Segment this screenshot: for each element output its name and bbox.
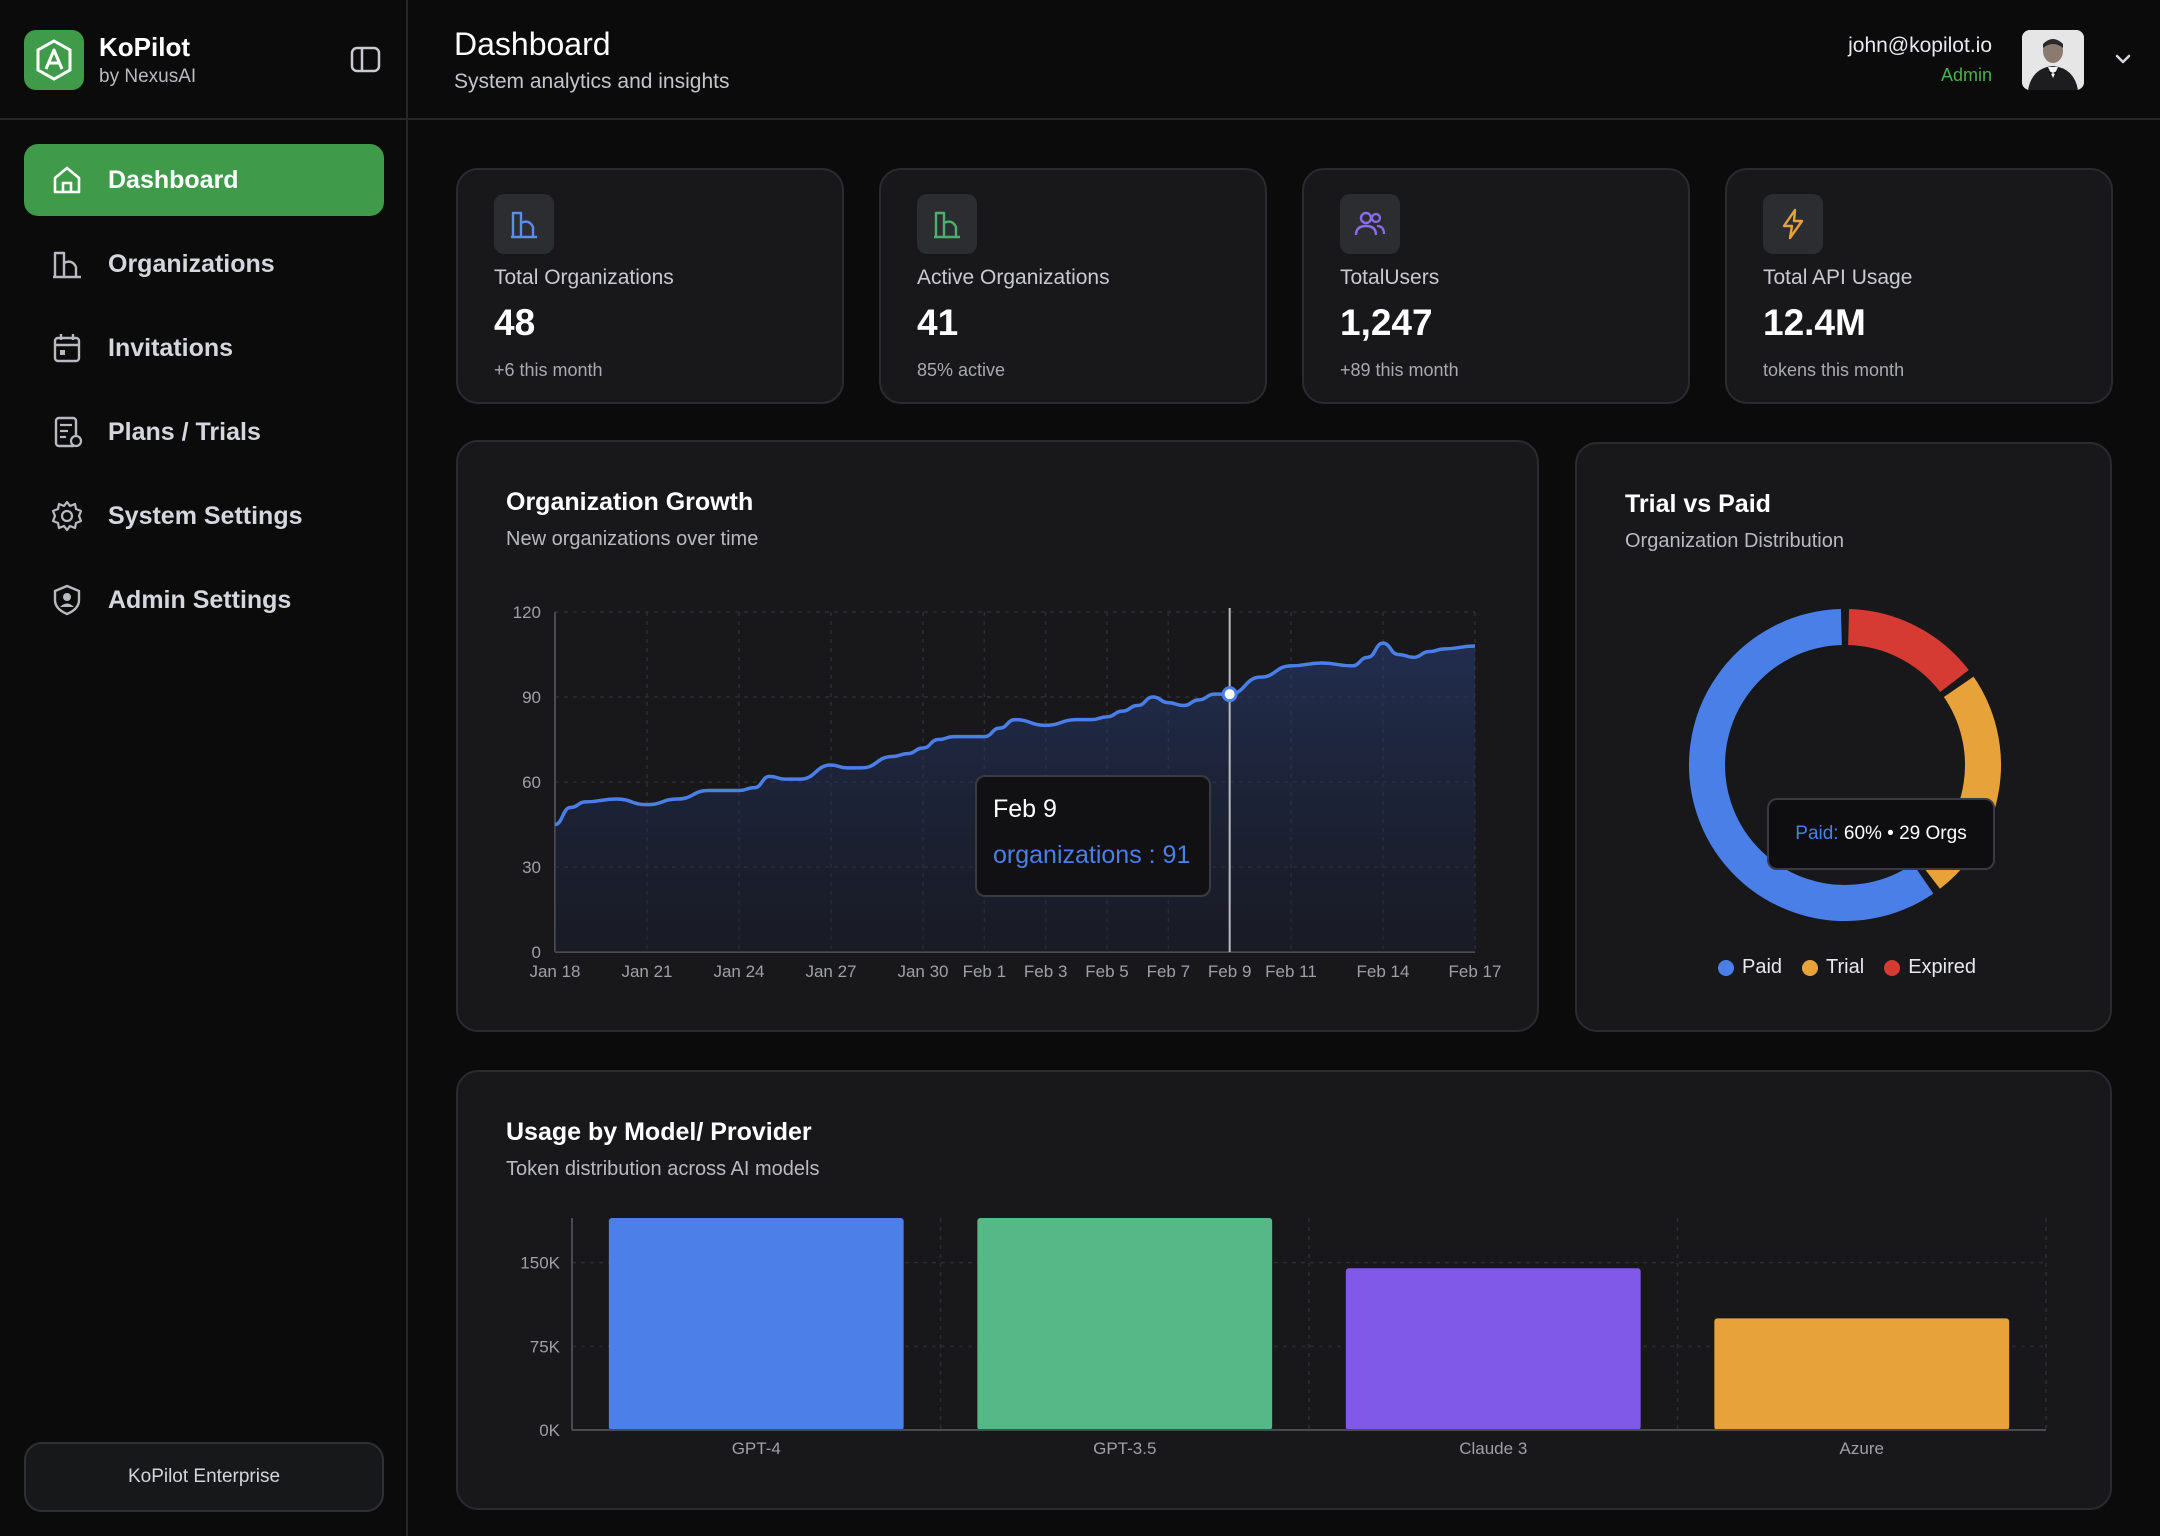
stat-label: Total API Usage bbox=[1763, 266, 1913, 289]
chart-tooltip: Feb 9 organizations : 91 bbox=[975, 775, 1211, 897]
sidebar-item-label: Organizations bbox=[108, 249, 275, 278]
sidebar-item-label: Plans / Trials bbox=[108, 417, 261, 446]
legend-dot bbox=[1718, 959, 1734, 976]
donut-slice-expired bbox=[1847, 609, 1969, 693]
stat-label: TotalUsers bbox=[1340, 266, 1440, 289]
stat-note: +89 this month bbox=[1340, 360, 1459, 380]
sidebar-item-system-settings[interactable]: System Settings bbox=[24, 480, 384, 552]
brand-header: KoPilot by NexusAI bbox=[0, 0, 406, 120]
stat-card-total-users: TotalUsers 1,247 +89 this month bbox=[1302, 168, 1690, 404]
trial-vs-paid-donut-chart[interactable] bbox=[1680, 600, 2010, 930]
panel-title: Organization Growth bbox=[506, 488, 754, 516]
brand-subtitle: by NexusAI bbox=[99, 66, 197, 87]
home-icon bbox=[50, 163, 84, 197]
sidebar: KoPilot by NexusAI Dashboard Organizatio… bbox=[0, 0, 408, 1536]
stat-value: 41 bbox=[917, 302, 959, 343]
stat-value: 48 bbox=[494, 302, 536, 343]
building-icon bbox=[50, 247, 84, 281]
donut-slice-paid bbox=[1689, 609, 1934, 921]
gear-icon bbox=[50, 499, 84, 533]
panel-title: Usage by Model/ Provider bbox=[506, 1118, 812, 1146]
stat-value: 12.4M bbox=[1763, 302, 1866, 343]
sidebar-item-label: Invitations bbox=[108, 333, 234, 362]
legend-item-paid[interactable]: Paid bbox=[1718, 956, 1782, 979]
tooltip-series: Paid: bbox=[1795, 823, 1839, 844]
legend-label: Trial bbox=[1826, 956, 1865, 978]
tooltip-detail: 60% • 29 Orgs bbox=[1838, 823, 1967, 844]
building-icon bbox=[494, 194, 554, 254]
stat-card-active-organizations: Active Organizations 41 85% active bbox=[879, 168, 1267, 404]
users-icon bbox=[1340, 194, 1400, 254]
sidebar-nav: Dashboard Organizations Invitations Plan… bbox=[24, 144, 384, 648]
stat-card-total-organizations: Total Organizations 48 +6 this month bbox=[456, 168, 844, 404]
calendar-icon bbox=[50, 331, 84, 365]
legend-item-trial[interactable]: Trial bbox=[1802, 956, 1864, 979]
enterprise-badge[interactable]: KoPilot Enterprise bbox=[24, 1442, 384, 1512]
stat-note: 85% active bbox=[917, 360, 1006, 380]
panel-subtitle: New organizations over time bbox=[506, 528, 759, 550]
trial-vs-paid-panel: Trial vs Paid Organization Distribution bbox=[1575, 442, 2112, 1032]
stat-note: +6 this month bbox=[494, 360, 603, 380]
donut-legend: Paid Trial Expired bbox=[1718, 956, 1996, 979]
donut-tooltip: Paid: 60% • 29 Orgs bbox=[1767, 798, 1995, 870]
legend-dot bbox=[1802, 959, 1819, 976]
legend-item-expired[interactable]: Expired bbox=[1884, 956, 1976, 979]
stat-value: 1,247 bbox=[1340, 302, 1433, 343]
panel-title: Trial vs Paid bbox=[1625, 490, 1771, 518]
panel-subtitle: Token distribution across AI models bbox=[506, 1158, 820, 1180]
sidebar-item-label: Admin Settings bbox=[108, 585, 292, 614]
panel-subtitle: Organization Distribution bbox=[1625, 530, 1844, 552]
receipt-icon bbox=[50, 415, 84, 449]
sidebar-item-invitations[interactable]: Invitations bbox=[24, 312, 384, 384]
sidebar-item-organizations[interactable]: Organizations bbox=[24, 228, 384, 300]
chevron-down-icon[interactable] bbox=[2112, 48, 2134, 70]
avatar[interactable] bbox=[2022, 30, 2084, 90]
legend-label: Paid bbox=[1742, 956, 1783, 978]
user-email: john@kopilot.io bbox=[1848, 34, 1992, 57]
sidebar-item-label: Dashboard bbox=[108, 165, 239, 194]
sidebar-item-admin-settings[interactable]: Admin Settings bbox=[24, 564, 384, 636]
sidebar-item-plans-trials[interactable]: Plans / Trials bbox=[24, 396, 384, 468]
building-icon bbox=[917, 194, 977, 254]
stat-card-total-api-usage: Total API Usage 12.4M tokens this month bbox=[1725, 168, 2113, 404]
shield-user-icon bbox=[50, 583, 84, 617]
user-role: Admin bbox=[1940, 65, 1992, 85]
page-subtitle: System analytics and insights bbox=[454, 70, 730, 93]
organization-growth-panel: Organization Growth New organizations ov… bbox=[456, 440, 1539, 1032]
top-header: Dashboard System analytics and insights … bbox=[408, 0, 2160, 120]
brand-name: KoPilot bbox=[99, 32, 190, 62]
sidebar-item-label: System Settings bbox=[108, 501, 303, 530]
usage-by-model-panel: Usage by Model/ Provider Token distribut… bbox=[456, 1070, 2112, 1510]
stat-label: Active Organizations bbox=[917, 266, 1110, 289]
sidebar-toggle-icon[interactable] bbox=[350, 45, 382, 75]
tooltip-title: Feb 9 bbox=[993, 795, 1057, 823]
tooltip-value: organizations : 91 bbox=[993, 841, 1191, 869]
stat-note: tokens this month bbox=[1763, 360, 1905, 380]
lightning-icon bbox=[1763, 194, 1823, 254]
stat-label: Total Organizations bbox=[494, 266, 674, 289]
kopilot-logo-icon bbox=[24, 30, 84, 90]
sidebar-item-dashboard[interactable]: Dashboard bbox=[24, 144, 384, 216]
legend-dot bbox=[1884, 959, 1901, 976]
legend-label: Expired bbox=[1908, 956, 1976, 978]
page-title: Dashboard bbox=[454, 26, 611, 62]
